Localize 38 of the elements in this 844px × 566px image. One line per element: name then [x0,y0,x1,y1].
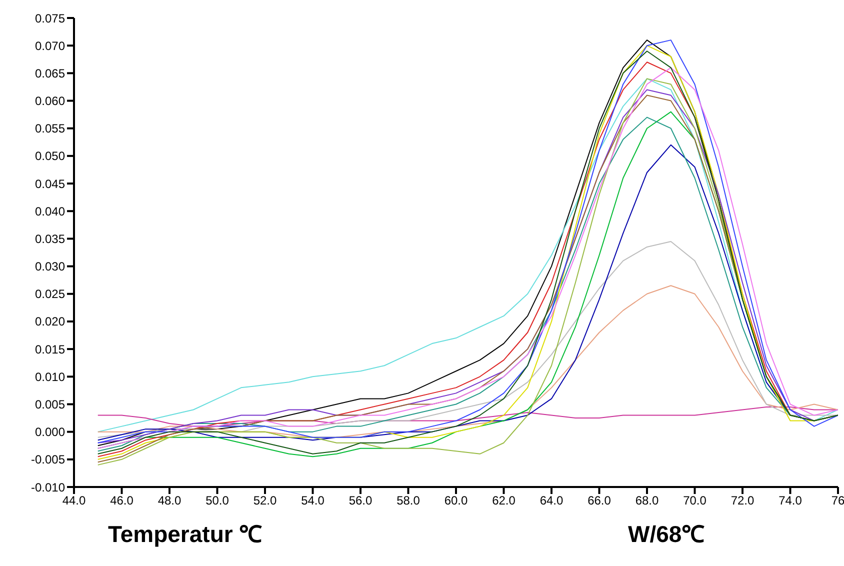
y-tick-label: 0.010 [34,370,66,384]
y-tick-label: 0.000 [34,425,66,440]
y-tick-label: 0.050 [34,149,66,164]
x-tick-label: 72.0 [730,494,754,508]
x-tick-label: 54.0 [301,494,325,508]
x-tick-label: 44.0 [62,494,86,508]
line-series [97,240,838,438]
y-tick-label: 0.025 [34,287,66,302]
y-tick-label: 0.040 [34,204,66,218]
y-tick-label: 0.070 [34,38,66,53]
x-tick-label: 62.0 [492,494,516,508]
x-tick-label: 48.0 [158,494,182,508]
x-tick-label: 66.0 [588,494,612,508]
y-tick-label: 0.030 [34,260,66,274]
x-tick-label: 50.0 [206,494,230,508]
x-axis-title: Temperatur ℃ [108,520,264,549]
y-tick-label: 0.055 [34,122,66,136]
x-tick-label: 60.0 [444,494,468,508]
y-tick-label: -0.005 [30,452,66,467]
y-tick-label: 0.035 [34,232,66,246]
y-tick-label: 0.005 [34,397,66,412]
x-tick-label: 68.0 [635,494,659,508]
y-tick-label: 0.020 [34,314,66,329]
x-tick-label: 46.0 [110,494,134,508]
x-tick-label: 74.0 [778,494,802,508]
x-tick-label: 58.0 [396,494,420,508]
y-tick-label: 0.045 [34,176,66,191]
y-tick-label: 0.060 [34,94,66,108]
x-tick-label: 64.0 [540,494,564,508]
x-tick-label: 52.0 [253,494,277,508]
y-tick-label: 0.075 [34,11,66,26]
y-tick-label: -0.010 [30,480,66,494]
x-tick-label: 70.0 [683,494,707,508]
x-tick-label: 56.0 [348,494,372,508]
text: W/68℃ [628,520,705,549]
y-tick-label: 0.065 [34,66,66,80]
x-tick-label: 76 [831,494,844,508]
y-tick-label: 0.015 [34,342,66,356]
